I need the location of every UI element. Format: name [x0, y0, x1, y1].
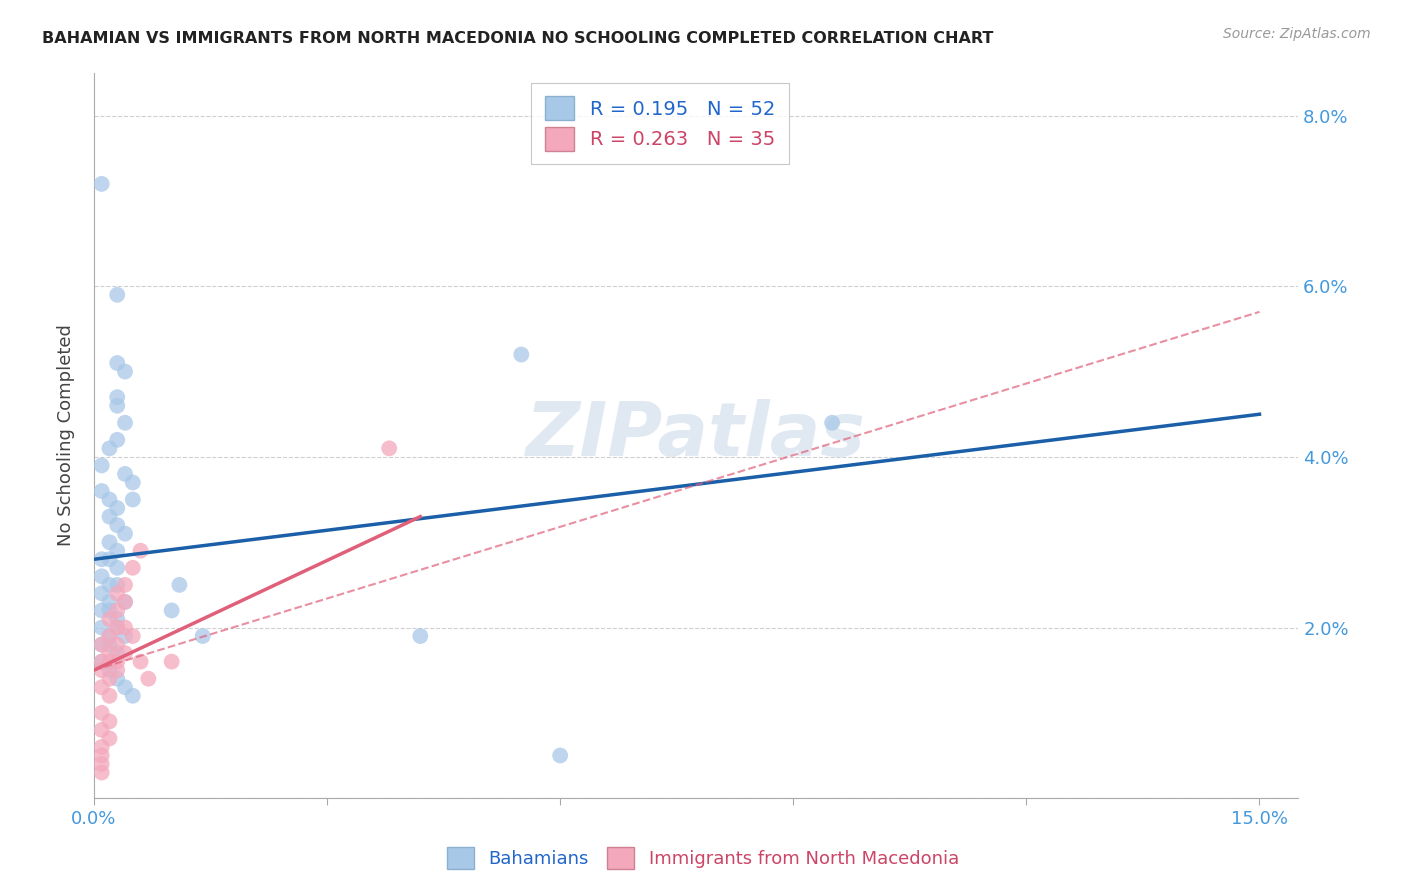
Point [121, 561, 143, 575]
Point [98, 492, 121, 507]
Point [105, 390, 128, 404]
Point [105, 561, 128, 575]
Point [105, 620, 128, 634]
Point [90, 603, 112, 617]
Point [191, 629, 214, 643]
Point [105, 620, 128, 634]
Point [90, 739, 112, 754]
Point [409, 629, 432, 643]
Point [105, 672, 128, 686]
Point [105, 612, 128, 626]
Point [98, 612, 121, 626]
Point [90, 757, 112, 772]
Point [821, 416, 844, 430]
Text: Source: ZipAtlas.com: Source: ZipAtlas.com [1223, 27, 1371, 41]
Point [121, 689, 143, 703]
Point [90, 706, 112, 720]
Point [105, 287, 128, 301]
Point [114, 620, 136, 634]
Point [548, 748, 571, 763]
Point [90, 680, 112, 694]
Legend: R = 0.195   N = 52, R = 0.263   N = 35: R = 0.195 N = 52, R = 0.263 N = 35 [531, 83, 789, 164]
Point [98, 646, 121, 660]
Point [98, 603, 121, 617]
Point [90, 552, 112, 566]
Point [90, 765, 112, 780]
Point [105, 501, 128, 516]
Point [98, 629, 121, 643]
Point [90, 655, 112, 669]
Point [98, 552, 121, 566]
Point [98, 629, 121, 643]
Point [160, 603, 183, 617]
Point [510, 347, 533, 361]
Point [129, 655, 152, 669]
Point [90, 586, 112, 600]
Point [90, 723, 112, 737]
Point [114, 595, 136, 609]
Point [121, 629, 143, 643]
Point [105, 586, 128, 600]
Point [121, 492, 143, 507]
Point [105, 518, 128, 533]
Point [114, 646, 136, 660]
Point [98, 731, 121, 746]
Point [114, 416, 136, 430]
Point [98, 663, 121, 677]
Point [105, 578, 128, 592]
Point [90, 620, 112, 634]
Point [90, 655, 112, 669]
Point [105, 399, 128, 413]
Point [90, 638, 112, 652]
Point [98, 535, 121, 549]
Point [169, 578, 191, 592]
Text: ZIPatlas: ZIPatlas [526, 399, 866, 472]
Point [105, 603, 128, 617]
Point [98, 655, 121, 669]
Point [114, 578, 136, 592]
Point [105, 663, 128, 677]
Point [114, 595, 136, 609]
Point [114, 365, 136, 379]
Point [90, 177, 112, 191]
Point [136, 672, 159, 686]
Point [105, 543, 128, 558]
Point [114, 629, 136, 643]
Point [378, 442, 401, 456]
Point [160, 655, 183, 669]
Point [114, 467, 136, 481]
Point [90, 748, 112, 763]
Point [114, 526, 136, 541]
Text: BAHAMIAN VS IMMIGRANTS FROM NORTH MACEDONIA NO SCHOOLING COMPLETED CORRELATION C: BAHAMIAN VS IMMIGRANTS FROM NORTH MACEDO… [42, 31, 994, 46]
Point [90, 638, 112, 652]
Point [98, 578, 121, 592]
Point [98, 714, 121, 729]
Point [98, 595, 121, 609]
Y-axis label: No Schooling Completed: No Schooling Completed [58, 325, 75, 547]
Point [105, 638, 128, 652]
Point [129, 543, 152, 558]
Point [98, 509, 121, 524]
Point [121, 475, 143, 490]
Point [90, 458, 112, 473]
Point [105, 646, 128, 660]
Point [90, 483, 112, 498]
Point [105, 655, 128, 669]
Point [90, 663, 112, 677]
Point [105, 356, 128, 370]
Point [98, 672, 121, 686]
Point [105, 433, 128, 447]
Point [98, 638, 121, 652]
Legend: Bahamians, Immigrants from North Macedonia: Bahamians, Immigrants from North Macedon… [439, 838, 967, 879]
Point [98, 689, 121, 703]
Point [90, 569, 112, 583]
Point [98, 442, 121, 456]
Point [114, 680, 136, 694]
